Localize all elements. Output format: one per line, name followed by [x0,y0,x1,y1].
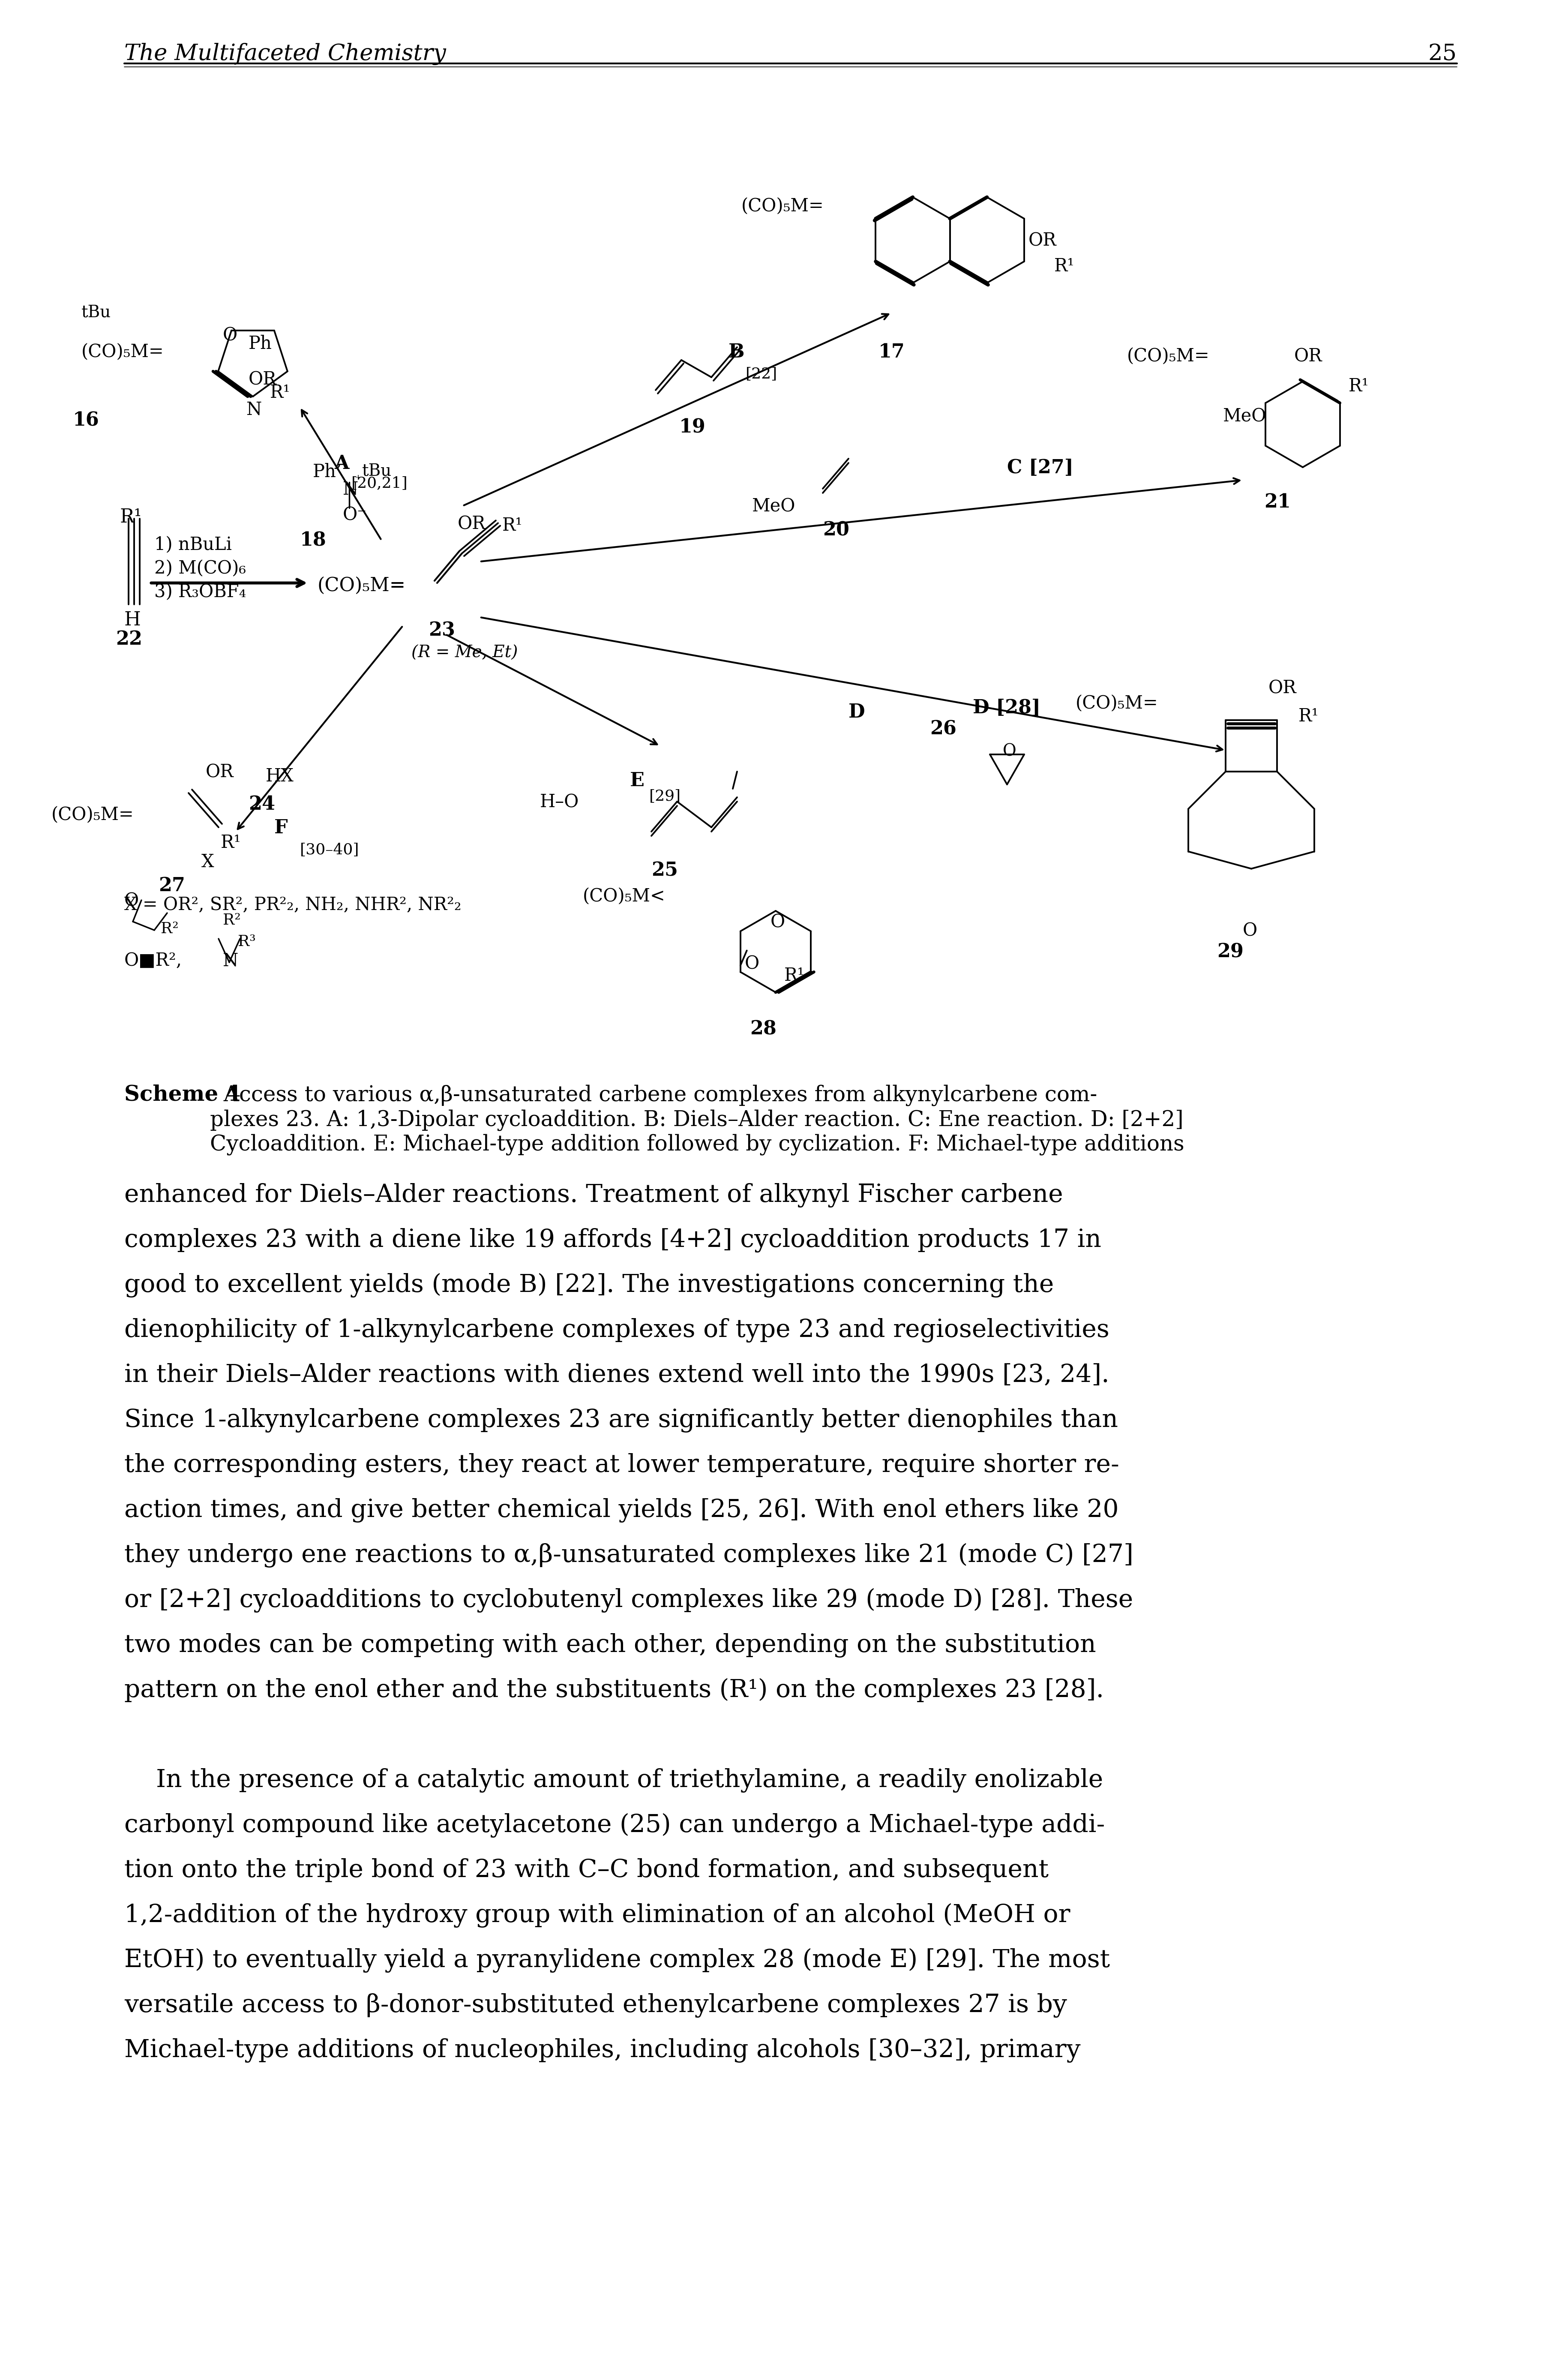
Text: N: N [343,481,359,497]
Text: 23: 23 [428,621,455,640]
Text: D: D [848,702,866,721]
Text: 22: 22 [116,630,143,649]
Text: R¹: R¹ [1298,707,1319,726]
Text: OR: OR [1294,347,1322,366]
Text: A: A [334,454,350,473]
Text: Ph: Ph [249,335,273,352]
Text: O: O [745,954,759,973]
Text: tBu: tBu [82,305,111,321]
Text: N: N [223,952,238,971]
Text: 1,2-addition of the hydroxy group with elimination of an alcohol (MeOH or: 1,2-addition of the hydroxy group with e… [124,1903,1071,1927]
Text: 28: 28 [750,1021,776,1040]
Text: (CO)₅M=: (CO)₅M= [1076,695,1159,711]
Text: D [28]: D [28] [972,699,1041,716]
Text: [29]: [29] [649,790,681,804]
Text: O: O [223,326,237,345]
Text: O: O [1243,921,1258,940]
Text: dienophilicity of 1-alkynylcarbene complexes of type ​23 and regioselectivities: dienophilicity of 1-alkynylcarbene compl… [124,1318,1110,1342]
Text: R¹: R¹ [1054,257,1074,276]
Text: action times, and give better chemical yields [25, 26]. With enol ethers like ​2: action times, and give better chemical y… [124,1499,1118,1523]
Text: 24: 24 [249,795,274,814]
Text: 21: 21 [1264,492,1290,511]
Text: Michael-type additions of nucleophiles, including alcohols [30–32], primary: Michael-type additions of nucleophiles, … [124,2039,1080,2063]
Text: or [2+2] cycloadditions to cyclobutenyl complexes like ​29 (mode D) [28]. These: or [2+2] cycloadditions to cyclobutenyl … [124,1589,1134,1613]
Text: R¹: R¹ [121,509,143,526]
Text: tBu: tBu [362,464,392,478]
Text: 26: 26 [930,721,956,737]
Text: they undergo ene reactions to α,β-unsaturated complexes like ​21 (mode C) [27]: they undergo ene reactions to α,β-unsatu… [124,1544,1134,1568]
Text: (CO)₅M=: (CO)₅M= [742,197,823,214]
Text: R¹: R¹ [221,833,241,852]
Text: Since 1-alkynylcarbene complexes ​23 are significantly better dienophiles than: Since 1-alkynylcarbene complexes ​23 are… [124,1408,1118,1432]
Text: [22]: [22] [746,366,778,381]
Text: 3) R₃OBF₄: 3) R₃OBF₄ [154,583,246,602]
Text: (CO)₅M<: (CO)₅M< [583,887,665,906]
Text: R¹: R¹ [1348,378,1369,395]
Text: MeO: MeO [1223,407,1267,426]
Text: H: H [124,611,141,630]
Text: X = OR², SR², PR²₂, NH₂, NHR², NR²₂: X = OR², SR², PR²₂, NH₂, NHR², NR²₂ [124,897,461,914]
Text: OR: OR [458,514,486,533]
Text: HX: HX [265,768,293,785]
Text: 17: 17 [878,343,905,362]
Text: In the presence of a catalytic amount of triethylamine, a readily enolizable: In the presence of a catalytic amount of… [124,1768,1104,1794]
Text: 27: 27 [158,875,185,895]
Text: X: X [201,854,215,871]
Text: 29: 29 [1217,942,1243,961]
Text: two modes can be competing with each other, depending on the substitution: two modes can be competing with each oth… [124,1632,1096,1658]
Text: 19: 19 [679,419,706,435]
Text: Scheme 4: Scheme 4 [124,1085,240,1106]
Text: (CO)₅M=: (CO)₅M= [1127,347,1209,366]
Text: 2) M(CO)₆: 2) M(CO)₆ [154,559,246,578]
Text: EtOH) to eventually yield a pyranylidene complex ​28 (mode E) [29]. The most: EtOH) to eventually yield a pyranylidene… [124,1948,1110,1972]
Text: in their Diels–Alder reactions with dienes extend well into the 1990s [23, 24].: in their Diels–Alder reactions with dien… [124,1363,1110,1387]
Text: MeO: MeO [753,497,795,516]
Text: pattern on the enol ether and the substituents (R¹) on the complexes ​23 [28].: pattern on the enol ether and the substi… [124,1677,1104,1703]
Text: (R = Me, Et): (R = Me, Et) [411,645,517,661]
Text: H–O: H–O [539,792,579,811]
Text: tion onto the triple bond of ​23 with C–C bond formation, and subsequent: tion onto the triple bond of ​23 with C–… [124,1858,1049,1882]
Text: enhanced for Diels–Alder reactions. Treatment of alkynyl Fischer carbene: enhanced for Diels–Alder reactions. Trea… [124,1182,1063,1209]
Text: O: O [1004,745,1016,759]
Text: [20,21]: [20,21] [351,476,408,490]
Text: C [27]: C [27] [1007,459,1074,478]
Text: 20: 20 [823,521,850,540]
Text: N: N [246,400,262,419]
Text: O: O [770,914,786,930]
Text: O⁻: O⁻ [343,507,367,523]
Text: R²: R² [223,914,241,928]
Text: [30–40]: [30–40] [299,842,359,856]
Text: R²: R² [160,921,179,937]
Text: 16: 16 [72,412,99,431]
Text: OR: OR [1029,231,1057,250]
Text: 25: 25 [1428,43,1457,64]
Text: O■R²,: O■R², [124,952,182,971]
Text: (CO)₅M=: (CO)₅M= [52,806,133,823]
Text: O: O [124,892,140,909]
Text: ⁺: ⁺ [354,473,362,488]
Text: The Multifaceted Chemistry: The Multifaceted Chemistry [124,43,445,64]
Text: R¹: R¹ [784,966,804,985]
Text: OR: OR [205,764,234,780]
Text: OR: OR [1269,680,1297,697]
Text: B: B [729,343,745,362]
Text: good to excellent yields (mode B) [22]. The investigations concerning the: good to excellent yields (mode B) [22]. … [124,1273,1054,1297]
Text: complexes ​23 with a diene like ​19 affords [4+2] cycloaddition products ​17 in: complexes ​23 with a diene like ​19 affo… [124,1228,1101,1251]
Text: versatile access to β-donor-substituted ethenylcarbene complexes ​27 is by: versatile access to β-donor-substituted … [124,1994,1066,2017]
Text: 18: 18 [299,531,326,550]
Text: (CO)₅M=: (CO)₅M= [82,343,165,362]
Text: the corresponding esters, they react at lower temperature, require shorter re-: the corresponding esters, they react at … [124,1454,1120,1477]
Text: 1) nBuLi: 1) nBuLi [154,535,232,554]
Text: F: F [274,818,289,837]
Text: Ph’: Ph’ [314,464,342,481]
Text: carbonyl compound like acetylacetone (​25) can undergo a Michael-type addi-: carbonyl compound like acetylacetone (​2… [124,1813,1105,1837]
Text: R¹: R¹ [270,383,290,402]
Text: 25: 25 [651,861,677,880]
Text: E: E [630,771,644,790]
Text: OR: OR [249,371,276,388]
Text: R³: R³ [238,935,256,949]
Text: Access to various α,β-unsaturated carbene complexes from alkynylcarbene com-
ple: Access to various α,β-unsaturated carben… [210,1085,1184,1156]
Text: R¹: R¹ [502,516,522,535]
Text: (CO)₅M=: (CO)₅M= [317,576,406,595]
